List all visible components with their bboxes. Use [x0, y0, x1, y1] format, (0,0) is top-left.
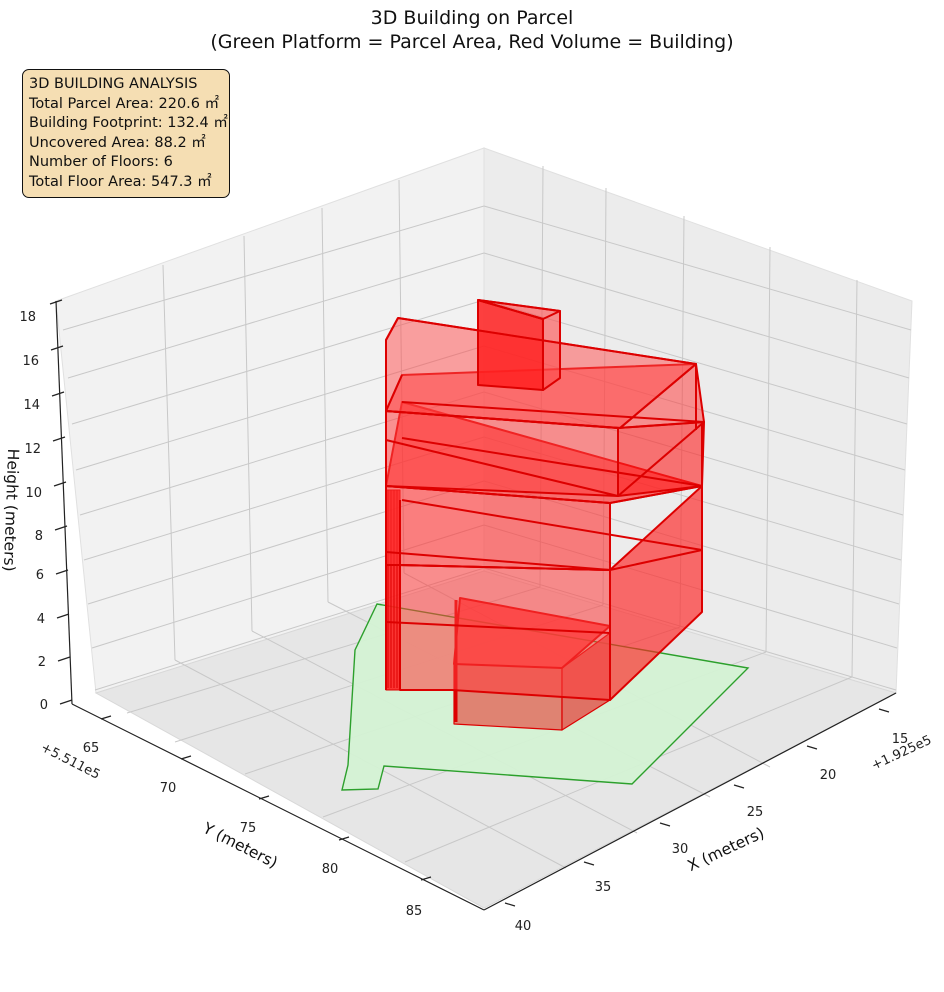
z-tick-labels: 0 2 4 6 8 10 12 14 16 18 — [19, 310, 48, 713]
x-tick-label: 25 — [747, 805, 764, 820]
z-tick-label: 12 — [24, 442, 41, 457]
y-tick-labels: 65 70 75 80 85 — [83, 741, 423, 919]
z-tick-label: 4 — [37, 612, 45, 627]
chart-title-line-1: 3D Building on Parcel — [370, 7, 574, 29]
floors-stat: Number of Floors: 6 — [29, 154, 173, 170]
footprint-stat: Building Footprint: 132.4 ㎡ — [29, 115, 228, 131]
uncovered-area-stat: Uncovered Area: 88.2 ㎡ — [29, 134, 206, 151]
y-axis-line — [71, 703, 485, 911]
y-tick-label: 75 — [240, 821, 257, 836]
z-tick-label: 8 — [35, 529, 43, 544]
z-tick-label: 16 — [22, 354, 39, 369]
chart-title: 3D Building on Parcel (Green Platform = … — [0, 6, 944, 54]
x-tick-label: 40 — [515, 919, 532, 934]
y-tick-label: 85 — [406, 904, 423, 919]
building-face — [399, 564, 611, 701]
x-tick-labels: 15 20 25 30 35 40 — [515, 732, 909, 934]
x-tick-label: 15 — [892, 732, 909, 747]
y-tick-marks — [100, 715, 432, 881]
y-tick-label: 70 — [160, 781, 177, 796]
z-tick-marks — [49, 299, 73, 705]
axis-lines — [55, 300, 897, 911]
y-tick-label: 80 — [322, 862, 339, 877]
building-volume — [385, 299, 705, 731]
building-analysis-box: 3D BUILDING ANALYSIS Total Parcel Area: … — [22, 69, 230, 198]
z-tick-label: 2 — [38, 655, 46, 670]
floor-area-stat: Total Floor Area: 547.3 ㎡ — [29, 173, 212, 190]
x-tick-label: 20 — [820, 768, 837, 783]
x-tick-label: 30 — [672, 842, 689, 857]
z-axis-line — [55, 300, 73, 705]
z-tick-label: 6 — [36, 568, 44, 583]
x-tick-marks — [504, 708, 890, 907]
parcel-area-stat: Total Parcel Area: 220.6 ㎡ — [29, 95, 220, 112]
x-axis-label: X (meters) — [685, 824, 767, 875]
z-tick-label: 0 — [40, 698, 48, 713]
y-tick-label: 65 — [83, 741, 100, 756]
analysis-heading: 3D BUILDING ANALYSIS — [29, 76, 198, 92]
z-axis-label: Height (meters) — [0, 448, 22, 572]
x-tick-label: 35 — [595, 880, 612, 895]
z-tick-label: 18 — [19, 310, 36, 325]
x-axis-line — [483, 692, 897, 911]
chart-title-line-2: (Green Platform = Parcel Area, Red Volum… — [210, 31, 734, 53]
z-tick-label: 10 — [25, 486, 42, 501]
z-tick-label: 14 — [23, 398, 40, 413]
